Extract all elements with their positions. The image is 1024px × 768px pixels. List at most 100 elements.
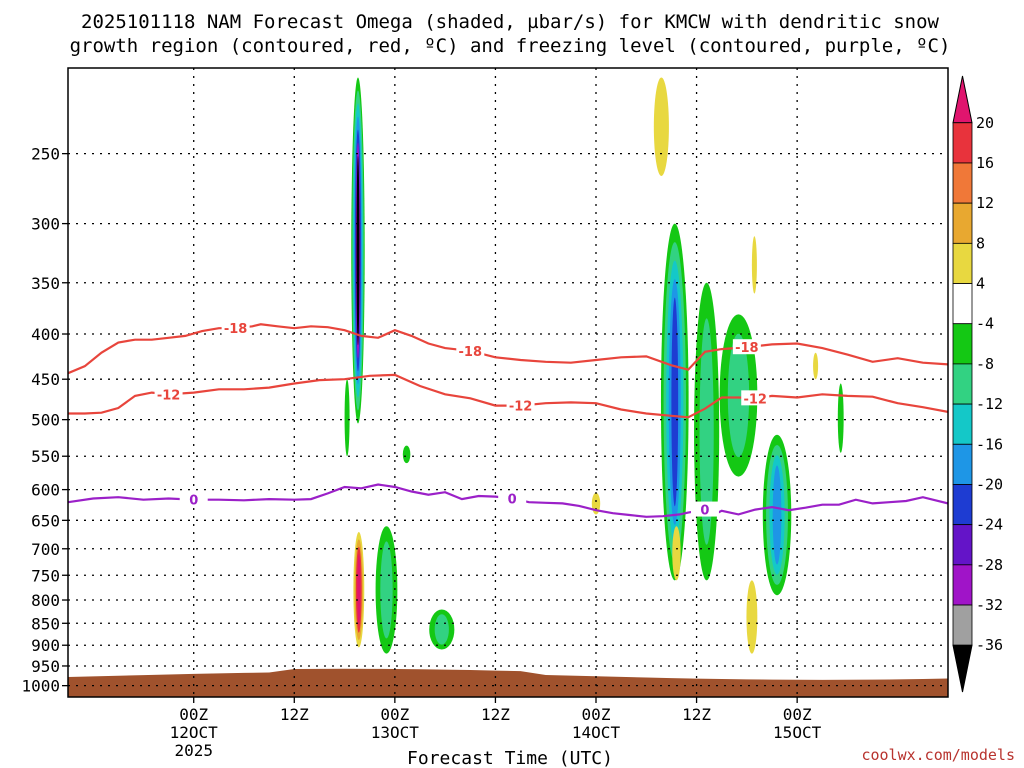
omega-blob-5-level-1 xyxy=(434,614,449,645)
omega-blob-14-level-0 xyxy=(813,352,819,380)
x-tick-label-3-line-1: 12Z xyxy=(481,705,510,724)
omega-blob-10-level-1 xyxy=(727,333,750,458)
x-tick-label-6-line-1: 00Z xyxy=(783,705,812,724)
freezing-level-0-label-2: 0 xyxy=(700,504,709,519)
colorbar-label-12: -32 xyxy=(976,596,1003,614)
x-tick-label-4-line-1: 00Z xyxy=(582,705,611,724)
omega-blob-13-level-0 xyxy=(837,383,844,453)
y-tick-label-1000: 1000 xyxy=(21,677,60,696)
colorbar-label-13: -36 xyxy=(976,636,1003,654)
omega-blob-15-level-0 xyxy=(672,526,681,581)
colorbar: 20 16 12 8 4 -4 -8 -12 -16 -20 -24 -28 -32 -36 xyxy=(952,75,1003,693)
freezing-level-0-label-bg-0 xyxy=(179,491,208,507)
y-tick-label-950: 950 xyxy=(31,657,60,676)
colorbar-label-10: -24 xyxy=(976,516,1003,534)
omega-blob-12-level-0 xyxy=(746,580,758,654)
omega-blob-4-level-0 xyxy=(402,445,411,464)
x-tick-label-0-line-2: 12OCT xyxy=(170,723,219,742)
snow-growth-minus12-label-1: -12 xyxy=(509,400,533,415)
y-axis-ticks: 250 300 350 400 450 500 550 600 650 700 750 800 850 9… xyxy=(21,145,68,696)
y-tick-label-750: 750 xyxy=(31,566,60,585)
y-tick-label-500: 500 xyxy=(31,411,60,430)
colorbar-swatch-12 xyxy=(952,564,973,606)
freezing-level-0-label-bg-2 xyxy=(690,501,719,517)
omega-blob-3-level-1 xyxy=(380,541,393,639)
colorbar-swatch-5 xyxy=(952,283,973,325)
freezing-level-0-label-bg-1 xyxy=(498,490,527,506)
colorbar-label-3: 8 xyxy=(976,234,985,252)
snow-growth-minus18-label-bg-0 xyxy=(221,320,250,336)
y-tick-label-900: 900 xyxy=(31,636,60,655)
colorbar-swatch-1 xyxy=(952,122,973,164)
credit-text: coolwx.com/models xyxy=(861,746,1015,764)
omega-blob-6-level-0 xyxy=(653,77,669,176)
colorbar-label-2: 12 xyxy=(976,194,994,212)
omega-blob-11-level-3 xyxy=(772,465,782,565)
snow-growth-minus12-label-bg-2 xyxy=(741,390,770,406)
snow-growth-minus12-label-bg-1 xyxy=(506,397,535,413)
colorbar-bottom-triangle xyxy=(952,644,973,693)
y-tick-label-600: 600 xyxy=(31,481,60,500)
grid-lines xyxy=(68,68,948,697)
x-tick-label-0-line-1: 00Z xyxy=(179,705,208,724)
snow-growth-minus12-label-2: -12 xyxy=(743,392,767,407)
terrain-fill xyxy=(68,668,948,697)
y-tick-label-400: 400 xyxy=(31,325,60,344)
plot-frame xyxy=(67,67,949,698)
colorbar-swatch-10 xyxy=(952,484,973,526)
colorbar-label-1: 16 xyxy=(976,154,994,172)
colorbar-label-6: -8 xyxy=(976,355,994,373)
omega-blob-1-level-0 xyxy=(344,379,350,457)
snow-growth-minus18-label-bg-2 xyxy=(732,339,761,355)
y-tick-label-350: 350 xyxy=(31,274,60,293)
terrain-area xyxy=(68,668,948,697)
x-axis-label: Forecast Time (UTC) xyxy=(407,748,613,768)
omega-blob-9-level-1 xyxy=(699,318,714,545)
snow-growth-minus18-label-bg-1 xyxy=(456,342,485,358)
snow-growth-minus18-label-0: -18 xyxy=(224,322,248,337)
y-tick-label-800: 800 xyxy=(31,591,60,610)
colorbar-label-8: -16 xyxy=(976,435,1003,453)
colorbar-swatch-8 xyxy=(952,403,973,445)
x-tick-label-2-line-2: 13OCT xyxy=(371,723,420,742)
chart-title-line-1: 2025101118 NAM Forecast Omega (shaded, µ… xyxy=(81,11,939,33)
colorbar-label-7: -12 xyxy=(976,395,1003,413)
y-tick-label-700: 700 xyxy=(31,540,60,559)
colorbar-label-11: -28 xyxy=(976,556,1003,574)
x-tick-label-2-line-1: 00Z xyxy=(380,705,409,724)
colorbar-swatch-2 xyxy=(952,162,973,204)
snow-growth-minus12-label-bg-0 xyxy=(154,386,183,402)
colorbar-swatch-9 xyxy=(952,443,973,485)
y-tick-label-650: 650 xyxy=(31,511,60,530)
colorbar-label-9: -20 xyxy=(976,475,1003,493)
y-tick-label-850: 850 xyxy=(31,614,60,633)
colorbar-label-5: -4 xyxy=(976,315,994,333)
colorbar-swatch-11 xyxy=(952,524,973,566)
colorbar-swatch-3 xyxy=(952,202,973,244)
chart-title-line-2: growth region (contoured, red, ºC) and f… xyxy=(70,35,951,57)
x-tick-label-5-line-1: 12Z xyxy=(682,705,711,724)
freezing-level-0-label-1: 0 xyxy=(508,492,517,507)
y-tick-label-250: 250 xyxy=(31,145,60,164)
contour-lines: -18 -18 -18 -12 -12 -12 0 0 0 xyxy=(68,320,948,519)
colorbar-top-triangle xyxy=(952,75,973,124)
snow-growth-minus12-label-0: -12 xyxy=(157,388,181,403)
colorbar-label-4: 4 xyxy=(976,275,985,293)
colorbar-swatch-13 xyxy=(952,604,973,646)
colorbar-swatch-4 xyxy=(952,242,973,284)
y-tick-label-450: 450 xyxy=(31,370,60,389)
snow-growth-minus18-line xyxy=(68,323,948,375)
omega-blob-2-level-3 xyxy=(357,554,361,626)
colorbar-swatch-6 xyxy=(952,323,973,365)
freezing-level-0-line xyxy=(68,483,948,518)
x-tick-label-4-line-2: 14OCT xyxy=(572,723,621,742)
omega-blob-16-level-0 xyxy=(751,236,757,294)
colorbar-label-0: 20 xyxy=(976,114,994,132)
y-tick-label-300: 300 xyxy=(31,215,60,234)
freezing-level-0-label-0: 0 xyxy=(189,494,198,509)
y-tick-label-550: 550 xyxy=(31,447,60,466)
x-tick-label-6-line-2: 15OCT xyxy=(773,723,822,742)
x-tick-label-1-line-1: 12Z xyxy=(280,705,309,724)
